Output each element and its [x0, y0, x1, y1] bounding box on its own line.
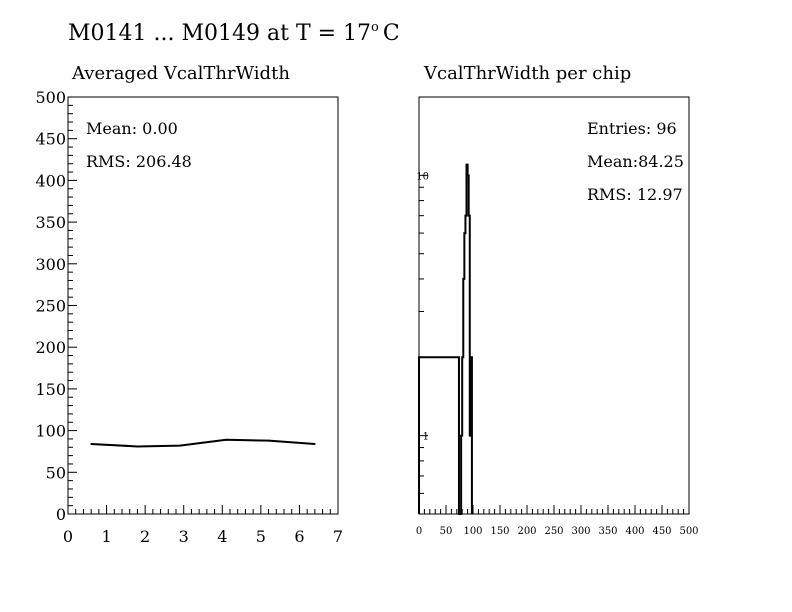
right-y-tick-label: 1: [423, 432, 429, 443]
right-histogram-bin: [470, 436, 471, 514]
left-series-line: [91, 438, 315, 448]
right-x-tick-label: 350: [598, 526, 617, 537]
left-data-point: [314, 443, 316, 445]
left-y-tick-label: 100: [35, 422, 66, 441]
left-stat-mean: Mean: 0.00: [86, 119, 178, 138]
left-x-tick-label: 0: [63, 527, 73, 546]
left-y-tick-label: 250: [35, 297, 66, 316]
right-histogram-bin: [465, 216, 466, 514]
left-data-point: [90, 443, 92, 445]
left-data-point: [179, 444, 181, 447]
left-y-tick-label: 500: [35, 88, 66, 107]
right-x-tick-label: 0: [416, 526, 422, 537]
left-x-tick-label: 2: [140, 527, 150, 546]
left-x-tick-label: 4: [217, 527, 227, 546]
left-stat-rms: RMS: 206.48: [86, 152, 192, 171]
right-histogram-bin: [467, 165, 468, 514]
left-chart-axes: 0 1 2 3 4 5 6 7 0 50 100 150 200 250 300 350 400 450 500: [35, 88, 343, 546]
left-x-tick-label: 6: [294, 527, 304, 546]
right-x-tick-label: 150: [490, 526, 509, 537]
right-histogram-outline: [418, 163, 473, 515]
left-y-tick-label: 0: [56, 505, 66, 524]
right-y-tick-label: 10: [416, 171, 429, 182]
right-x-tick-label: 300: [571, 526, 590, 537]
left-data-point: [136, 445, 139, 448]
right-x-tick-label: 400: [625, 526, 644, 537]
right-x-tick-label: 100: [463, 526, 482, 537]
right-stat-entries: Entries: 96: [587, 119, 677, 138]
left-y-tick-label: 300: [35, 255, 66, 274]
left-chart-title: Averaged VcalThrWidth: [71, 63, 290, 84]
left-y-tick-label: 150: [35, 380, 66, 399]
left-y-tick-label: 400: [35, 171, 66, 190]
left-x-tick-label: 3: [179, 527, 189, 546]
right-x-tick-label: 500: [679, 526, 698, 537]
left-y-tick-label: 200: [35, 338, 66, 357]
right-x-tick-label: 250: [544, 526, 563, 537]
page-title-degree: o: [371, 20, 379, 35]
left-y-tick-label: 450: [35, 130, 66, 149]
left-x-tick-label: 5: [256, 527, 266, 546]
left-chart: Averaged VcalThrWidth 0 1 2 3 4 5 6 7 0 50 100 150 2…: [35, 63, 343, 546]
right-x-tick-label: 50: [440, 526, 453, 537]
right-stat-rms: RMS: 12.97: [587, 185, 683, 204]
right-chart: VcalThrWidth per chip 0 50 100 150 200 250 300…: [416, 63, 699, 537]
left-x-tick-label: 7: [333, 527, 343, 546]
right-chart-marks: [418, 163, 473, 515]
right-stat-mean: Mean:84.25: [587, 152, 684, 171]
right-x-tick-label: 450: [652, 526, 671, 537]
left-data-point: [225, 438, 227, 441]
left-y-tick-label: 350: [35, 213, 66, 232]
right-histogram-bin: [468, 175, 469, 514]
right-x-tick-label: 200: [517, 526, 536, 537]
left-x-tick-label: 1: [101, 527, 111, 546]
right-chart-title: VcalThrWidth per chip: [423, 63, 631, 84]
page-title-main: M0141 ... M0149 at T = 17: [68, 21, 371, 46]
page-title: M0141 ... M0149 at T = 17o C: [68, 20, 400, 46]
left-y-tick-label: 50: [46, 463, 66, 482]
page-title-unit: C: [383, 21, 400, 46]
left-data-point: [267, 439, 270, 442]
right-chart-axes: 0 50 100 150 200 250 300 350 400 450 500 1 10: [416, 96, 699, 537]
left-chart-marks: [90, 438, 316, 448]
